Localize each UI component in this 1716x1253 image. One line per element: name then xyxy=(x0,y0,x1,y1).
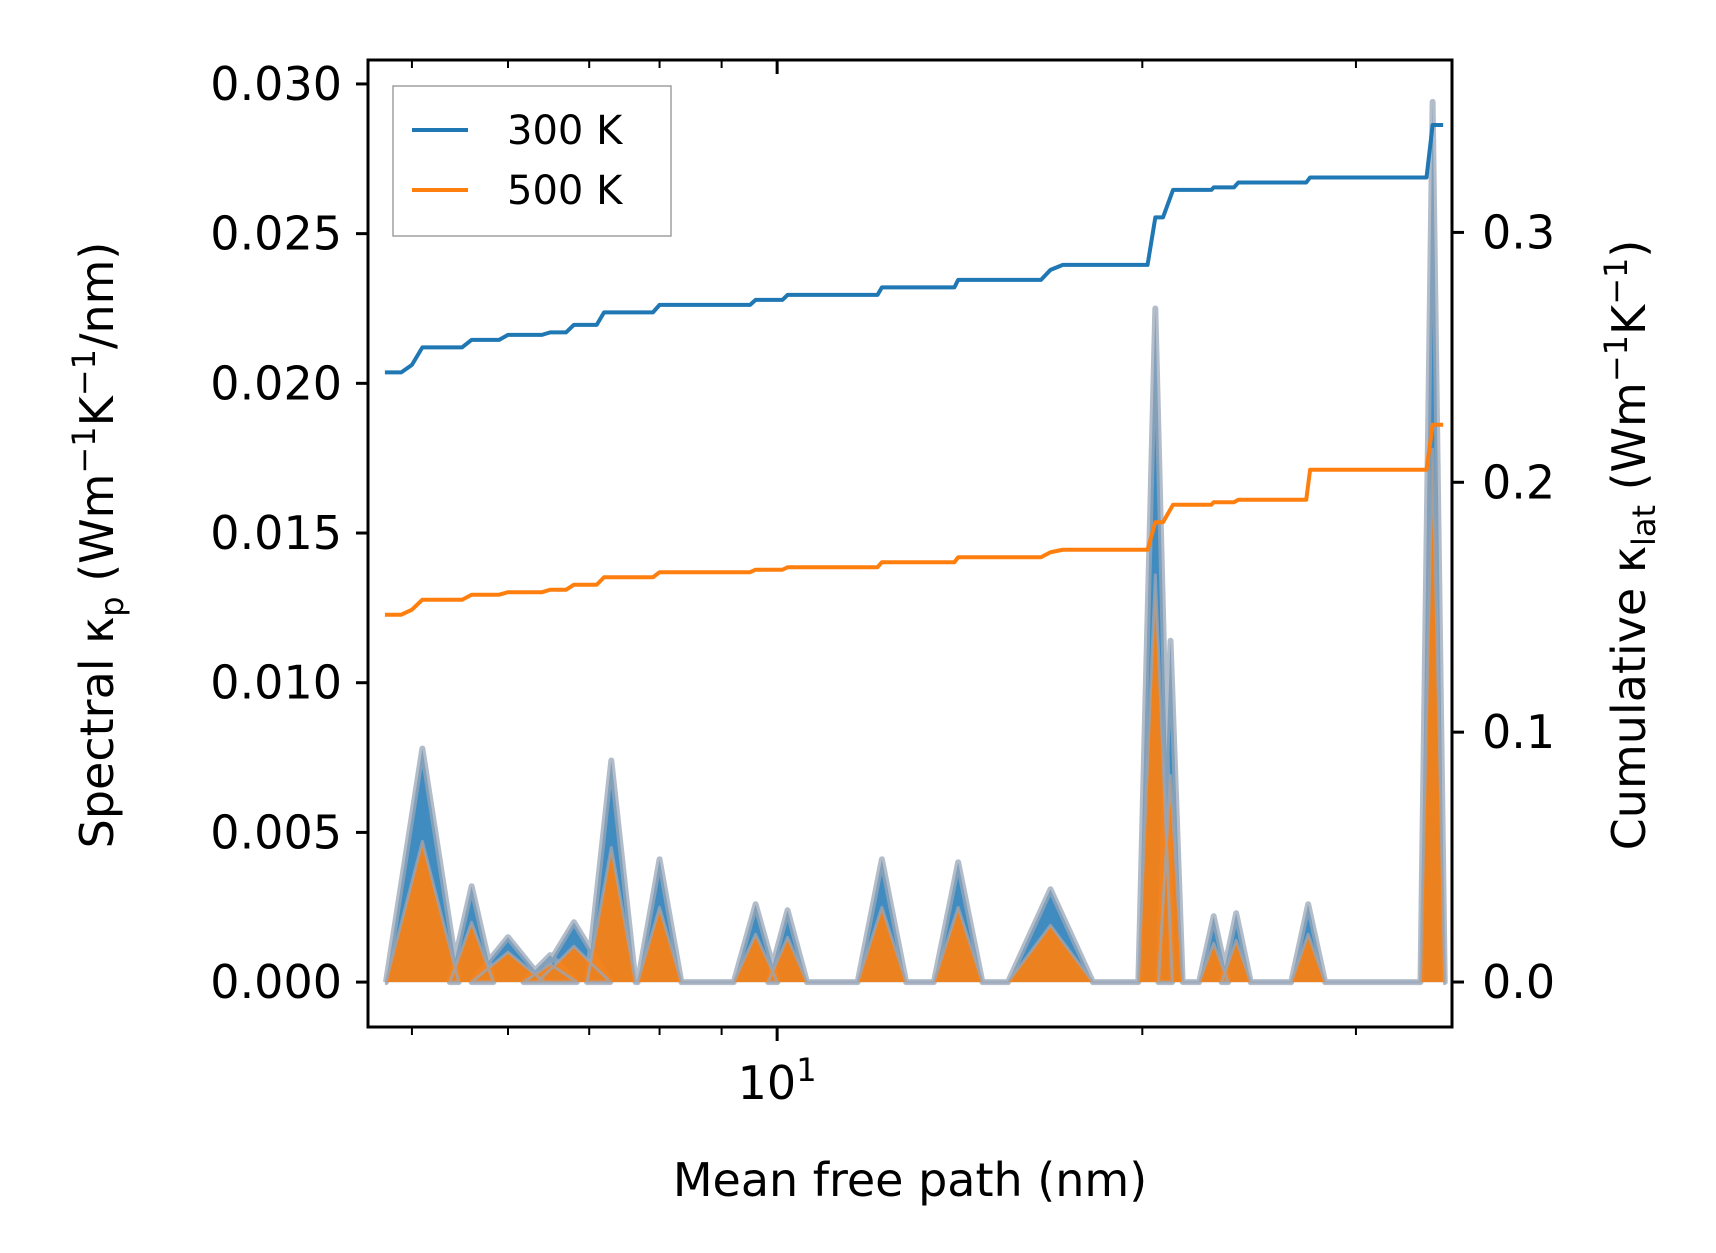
y-left-tick-label: 0.010 xyxy=(210,656,342,710)
y-left-tick-label: 0.020 xyxy=(210,356,342,410)
x-axis-title: Mean free path (nm) xyxy=(673,1153,1147,1207)
y-left-tick-label: 0.005 xyxy=(210,805,342,859)
spectral-fill-500k xyxy=(384,449,1445,983)
y-right-title-exp2: −1 xyxy=(1597,258,1635,305)
svg-text:Spectral κp (Wm−1K−1/nm): Spectral κp (Wm−1K−1/nm) xyxy=(65,242,131,849)
y-left-title-exp1: −1 xyxy=(65,426,103,473)
x-tick-label: 101 xyxy=(738,1051,817,1110)
svg-text:Cumulative κlat (Wm−1K−1): Cumulative κlat (Wm−1K−1) xyxy=(1597,240,1663,851)
y-left-title-exp2: −1 xyxy=(65,349,103,396)
y-right-title-main: Cumulative κ xyxy=(1602,546,1656,850)
y-right-tick-label: 0.0 xyxy=(1482,955,1555,1009)
y-right-title-units2: K xyxy=(1602,303,1656,335)
legend-label-300k: 300 K xyxy=(507,108,624,154)
y-right-title-sub: lat xyxy=(1625,505,1663,546)
y-left-tick-label: 0.000 xyxy=(210,955,342,1009)
cumulative-line-500k xyxy=(384,422,1444,617)
y-left-title-units: (Wm xyxy=(70,474,124,582)
cumulative-layer xyxy=(384,122,1444,617)
y-right-title-exp1: −1 xyxy=(1597,335,1635,382)
plot-frame xyxy=(366,58,1454,1029)
y-right-tick-label: 0.2 xyxy=(1482,455,1555,509)
y-left-axis-title: Spectral κp (Wm−1K−1/nm) xyxy=(65,242,131,849)
y-left-tick-label: 0.030 xyxy=(210,57,342,111)
legend-box xyxy=(392,85,672,237)
ticks-layer: 0.000 0.005 0.010 0.015 0.020 0.025 0.030 0.0 0.… xyxy=(210,57,1555,1110)
spectral-layer xyxy=(382,98,1448,986)
y-left-title-units3: /nm) xyxy=(70,242,124,349)
spectral-line-500k xyxy=(384,447,1447,984)
y-left-tick-label: 0.015 xyxy=(210,506,342,560)
y-right-tick-label: 0.1 xyxy=(1482,705,1555,759)
legend-label-500k: 500 K xyxy=(507,168,624,214)
y-left-title-main: Spectral κ xyxy=(70,617,124,849)
cumulative-line-300k xyxy=(384,122,1444,375)
y-left-title-units2: K xyxy=(70,394,124,426)
y-right-tick-label: 0.3 xyxy=(1482,205,1555,259)
y-left-title-sub: p xyxy=(93,596,131,616)
y-right-title-units3: ) xyxy=(1602,240,1656,258)
y-left-tick-label: 0.025 xyxy=(210,207,342,261)
y-right-axis-title: Cumulative κlat (Wm−1K−1) xyxy=(1597,240,1663,851)
y-right-title-units: (Wm xyxy=(1602,382,1656,490)
legend: 300 K 500 K xyxy=(392,85,672,237)
